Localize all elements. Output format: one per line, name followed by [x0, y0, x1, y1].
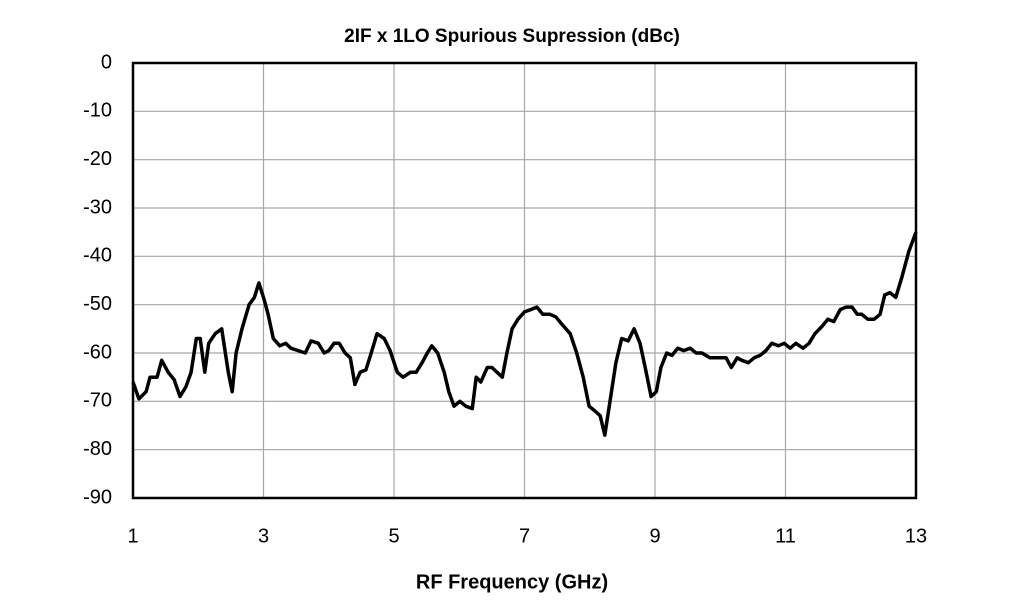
x-tick-label: 5 [388, 525, 399, 547]
grid [132, 62, 917, 499]
x-axis-label: RF Frequency (GHz) [416, 571, 608, 593]
y-tick-label: -30 [83, 196, 112, 218]
x-tick-label: 7 [519, 525, 530, 547]
x-tick-label: 3 [258, 525, 269, 547]
x-tick-label: 9 [649, 525, 660, 547]
y-tick-label: 0 [101, 51, 112, 73]
y-tick-label: -70 [83, 390, 112, 412]
y-tick-label: -80 [83, 438, 112, 460]
y-tick-label: -60 [83, 341, 112, 363]
y-tick-label: -90 [83, 486, 112, 508]
x-tick-label: 11 [775, 525, 796, 547]
chart-title: 2IF x 1LO Spurious Supression (dBc) [344, 26, 680, 47]
x-tick-label: 1 [127, 525, 138, 547]
plot [131, 231, 918, 437]
plot-frame [131, 61, 918, 500]
y-tick-label: -20 [83, 148, 112, 170]
x-tick-label: 13 [905, 525, 927, 547]
data-line [131, 231, 918, 437]
y-tick-label: -40 [83, 245, 112, 267]
y-tick-label: -10 [83, 100, 112, 122]
y-tick-label: -50 [83, 293, 112, 315]
